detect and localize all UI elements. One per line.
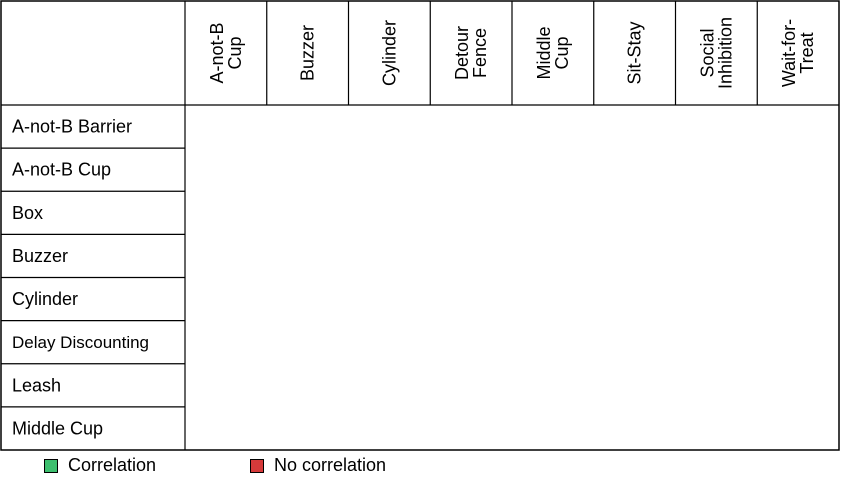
row-label: Leash [12,375,61,395]
legend-label-no-correlation: No correlation [274,455,387,475]
column-header: SocialInhibition [697,17,735,89]
row-label: Middle Cup [12,418,103,438]
column-header: A-not-BCup [207,22,245,83]
column-header: MiddleCup [534,26,572,79]
legend-item-correlation: Correlation [44,455,156,476]
legend-swatch-no-correlation [250,458,264,473]
legend-item-no-correlation: No correlation [250,455,386,476]
row-label: Box [12,203,43,223]
row-label: Cylinder [12,289,78,309]
row-label: A-not-B Barrier [12,117,132,137]
row-label: Delay Discounting [12,333,149,352]
row-label: A-not-B Cup [12,160,111,180]
column-header: Sit-Stay [625,21,645,84]
matrix-frame [0,0,840,451]
row-label: Buzzer [12,246,68,266]
column-header: DetourFence [452,26,490,80]
column-header: Buzzer [298,25,318,81]
column-header: Cylinder [379,20,399,86]
column-header: Wait-for-Treat [779,19,817,87]
legend-label-correlation: Correlation [68,455,157,475]
legend-swatch-correlation [44,458,58,473]
legend: Correlation No correlation [0,455,841,479]
